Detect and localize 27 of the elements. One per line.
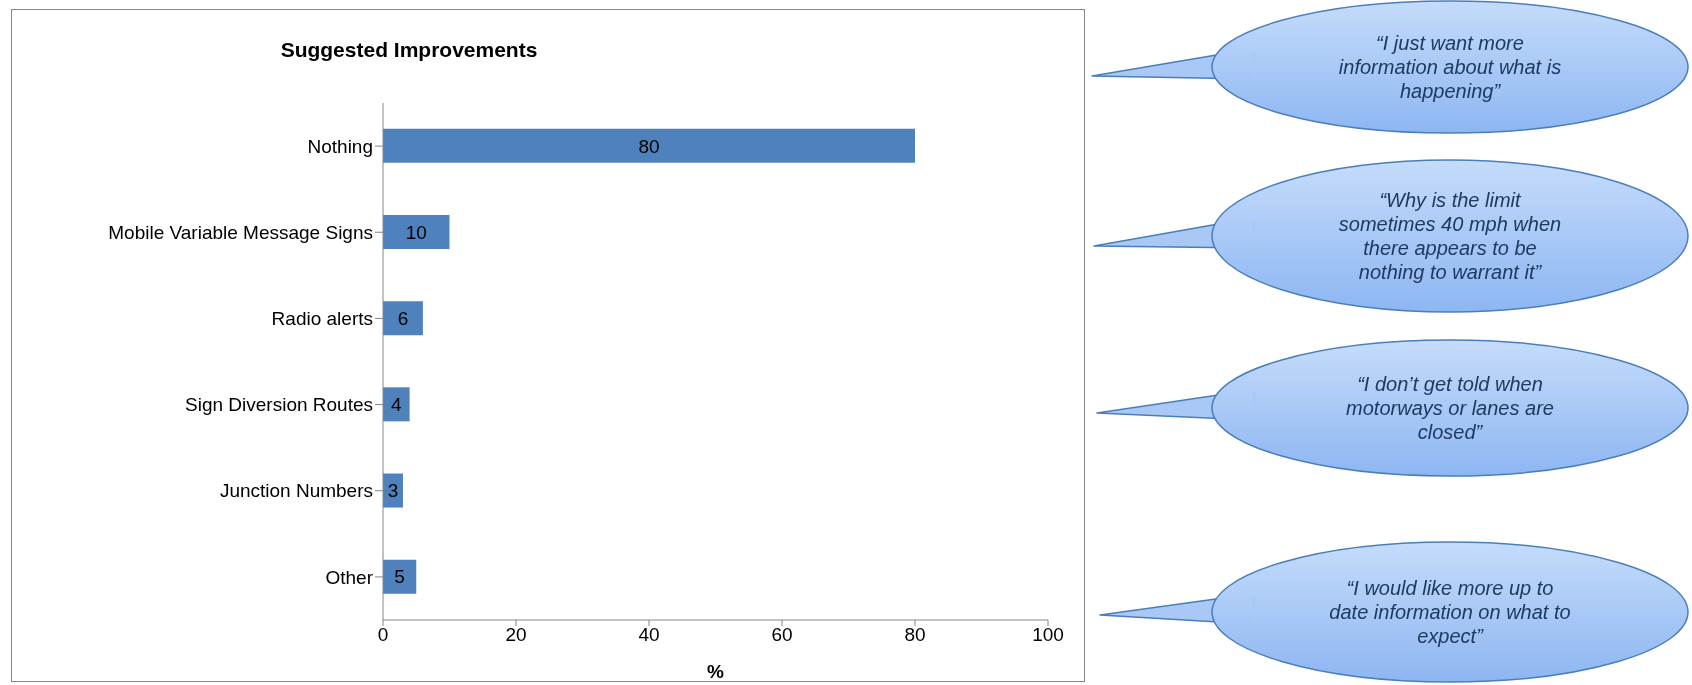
data-label: 3: [387, 480, 399, 502]
y-tick-label: Radio alerts: [271, 308, 373, 330]
y-tick-label: Nothing: [307, 135, 373, 157]
y-tick-label: Junction Numbers: [219, 480, 373, 502]
bar: [383, 128, 915, 163]
data-label: 6: [397, 307, 409, 329]
bar: [383, 215, 450, 250]
data-label: 10: [405, 221, 427, 243]
x-tick-label: 100: [1032, 624, 1064, 646]
data-label: 80: [638, 135, 660, 157]
x-tick-label: 60: [771, 624, 793, 646]
chart-title: Suggested Improvements: [280, 38, 538, 61]
text: “I would like more up to date information on what to expect”: [1328, 576, 1572, 648]
text: “I just want more information about what is happening”: [1337, 31, 1563, 103]
x-tick-label: 40: [638, 624, 660, 646]
y-tick-label: Mobile Variable Message Signs: [108, 221, 373, 243]
x-tick-label: 0: [377, 624, 389, 646]
y-tick-label: Sign Diversion Routes: [185, 394, 373, 416]
text: “I don’t get told when motorways or lanes are closed”: [1345, 372, 1555, 444]
data-label: 4: [391, 394, 403, 416]
y-tick-label: Other: [325, 566, 374, 588]
x-axis-title: %: [707, 661, 725, 682]
text: “Why is the limit sometimes 40 mph when there appears to be nothing to warrant it”: [1337, 188, 1563, 284]
bar: [383, 301, 423, 336]
data-label: 5: [394, 566, 405, 588]
x-tick-label: 20: [505, 624, 527, 646]
x-tick-label: 80: [904, 624, 926, 646]
